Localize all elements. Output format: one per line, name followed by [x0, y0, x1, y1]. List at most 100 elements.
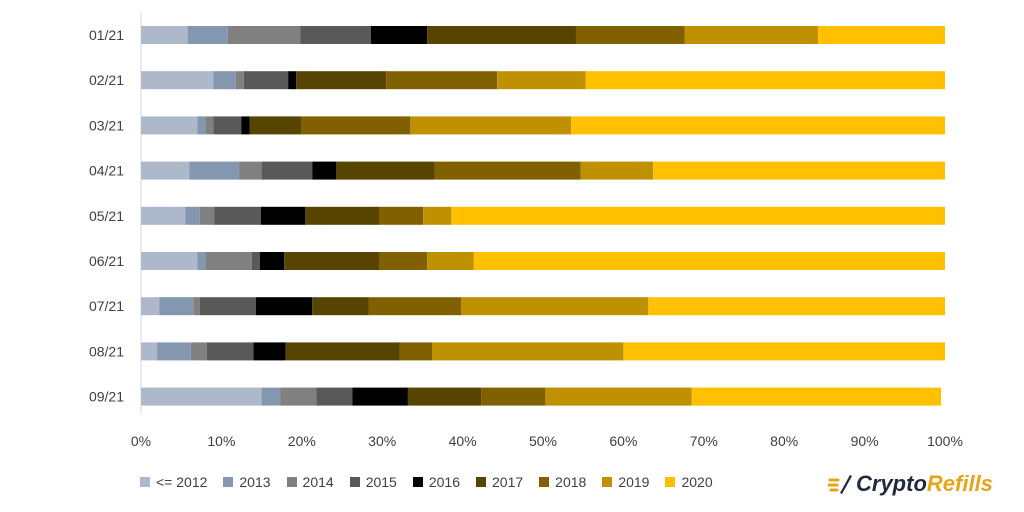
- bar-segment: [352, 387, 408, 406]
- legend-item: 2019: [602, 474, 649, 490]
- bar-segment: [432, 342, 624, 361]
- bar-segment: [300, 26, 371, 44]
- legend-label: 2013: [239, 474, 271, 490]
- legend-label: 2020: [681, 474, 713, 490]
- bar-segment: [284, 252, 379, 270]
- legend-label: 2019: [618, 474, 650, 490]
- bar-segment: [227, 26, 301, 44]
- bar-segment: [451, 206, 945, 225]
- bar-segment: [141, 71, 214, 90]
- bar-segment: [691, 387, 941, 406]
- bar-segment: [261, 387, 281, 406]
- bar-segment: [185, 206, 200, 225]
- bar-segment: [141, 116, 198, 135]
- category-label: 08/21: [89, 343, 124, 359]
- bar-segment: [648, 297, 945, 316]
- bar-segment: [157, 342, 191, 361]
- bar-segment: [159, 297, 194, 316]
- bar-segment: [399, 342, 433, 361]
- bar-segment: [370, 26, 428, 44]
- bar-segment: [585, 71, 945, 90]
- bar-segment: [427, 252, 474, 270]
- bar-segment: [205, 252, 252, 270]
- x-tick-label: 80%: [770, 433, 798, 449]
- bar-segment: [378, 206, 424, 225]
- legend-label: 2016: [428, 474, 461, 490]
- legend-item: <= 2012: [140, 474, 207, 490]
- bar-segment: [193, 297, 200, 316]
- bar-segment: [235, 71, 244, 90]
- category-label: 04/21: [89, 163, 124, 179]
- x-tick-label: 60%: [609, 433, 637, 449]
- bar-segment: [497, 71, 586, 90]
- legend-swatch: [223, 477, 234, 487]
- x-tick-label: 30%: [368, 433, 396, 449]
- bar-segment: [817, 26, 945, 44]
- category-label: 09/21: [89, 389, 124, 405]
- x-tick-label: 10%: [207, 433, 235, 449]
- bar-segment: [571, 116, 945, 135]
- legend-item: 2015: [349, 474, 397, 490]
- legend-swatch: [140, 477, 150, 487]
- legend-label: 2014: [302, 474, 334, 490]
- x-tick-label: 100%: [927, 433, 963, 449]
- logo-icon: [828, 475, 852, 494]
- bar-segment: [241, 116, 250, 135]
- bar-segment: [296, 71, 387, 90]
- bar-segment: [545, 387, 692, 406]
- bar-segment: [251, 252, 260, 270]
- bar-segment: [197, 252, 206, 270]
- legend-item: 2016: [412, 474, 461, 490]
- bar-segment: [312, 161, 337, 180]
- legend-item: 2013: [223, 474, 271, 490]
- bar-segment: [684, 26, 818, 44]
- bar-segment: [260, 206, 306, 225]
- x-tick-label: 70%: [690, 433, 718, 449]
- bar-segment: [378, 252, 428, 270]
- x-tick-label: 40%: [449, 433, 477, 449]
- category-label: 01/21: [89, 27, 124, 43]
- bar-segment: [427, 26, 576, 44]
- legend-swatch: [602, 477, 613, 487]
- bar-segment: [190, 342, 207, 361]
- bar-segment: [239, 161, 262, 180]
- bar-segment: [460, 297, 649, 316]
- legend-label: <= 2012: [156, 474, 208, 490]
- bar-segment: [653, 161, 945, 180]
- bar-segment: [214, 206, 261, 225]
- bar-segment: [199, 206, 215, 225]
- x-tick-label: 90%: [851, 433, 879, 449]
- x-tick-label: 50%: [529, 433, 557, 449]
- bar-segment: [141, 206, 186, 225]
- bar-segment: [305, 206, 379, 225]
- bar-segment: [249, 116, 302, 135]
- bar-segment: [141, 297, 160, 316]
- bar-segment: [288, 71, 297, 90]
- bar-segment: [434, 161, 581, 180]
- bar-segment: [197, 116, 206, 135]
- bar-segment: [255, 297, 313, 316]
- bar-segment: [253, 342, 286, 361]
- bar-segment: [243, 71, 289, 90]
- category-label: 06/21: [89, 253, 124, 269]
- bar-segment: [213, 71, 236, 90]
- bar-segment: [386, 71, 498, 90]
- legend-item: 2018: [539, 474, 586, 490]
- bar-segment: [410, 116, 572, 135]
- legend-label: 2015: [365, 474, 397, 490]
- bar-segment: [259, 252, 285, 270]
- category-label: 05/21: [89, 208, 124, 224]
- bar-segment: [407, 387, 482, 406]
- x-tick-label: 0%: [131, 433, 151, 449]
- bar-segment: [205, 116, 214, 135]
- legend-item: 2020: [665, 474, 713, 490]
- logo-text-crypto: Crypto: [856, 471, 927, 496]
- bar-segment: [141, 161, 190, 180]
- bar-segment: [336, 161, 435, 180]
- bar-segment: [141, 252, 198, 270]
- legend-swatch: [349, 477, 360, 487]
- bar-segment: [187, 26, 228, 44]
- legend-label: 2017: [492, 474, 524, 490]
- bar-segment: [580, 161, 654, 180]
